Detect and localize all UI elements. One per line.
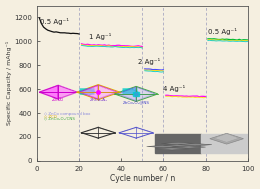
X-axis label: Cycle number / n: Cycle number / n bbox=[110, 174, 175, 184]
Polygon shape bbox=[136, 87, 155, 101]
Bar bbox=[155, 134, 202, 153]
Polygon shape bbox=[172, 146, 206, 148]
Text: 1 Ag⁻¹: 1 Ag⁻¹ bbox=[89, 33, 112, 40]
Polygon shape bbox=[178, 143, 212, 146]
Text: 0.5 Ag⁻¹: 0.5 Ag⁻¹ bbox=[40, 18, 69, 25]
Polygon shape bbox=[58, 85, 77, 99]
Y-axis label: Specific Capacity / mAhg⁻¹: Specific Capacity / mAhg⁻¹ bbox=[5, 41, 11, 125]
Polygon shape bbox=[164, 144, 197, 146]
Text: 4 Ag⁻¹: 4 Ag⁻¹ bbox=[163, 85, 185, 92]
Text: 2 Ag⁻¹: 2 Ag⁻¹ bbox=[138, 58, 160, 65]
Polygon shape bbox=[98, 85, 117, 99]
Bar bbox=[133, 92, 139, 96]
Text: ◇ ZnCo compound box: ◇ ZnCo compound box bbox=[43, 112, 90, 116]
Text: ZnCo₂A₄: ZnCo₂A₄ bbox=[89, 98, 107, 102]
Polygon shape bbox=[161, 142, 195, 145]
Text: ◇ ZCO: ◇ ZCO bbox=[43, 114, 56, 118]
Polygon shape bbox=[39, 85, 58, 99]
Bar bbox=[202, 134, 248, 153]
Polygon shape bbox=[155, 148, 189, 150]
Text: ◇ ZnCo₂O₄/CNS: ◇ ZnCo₂O₄/CNS bbox=[43, 117, 74, 121]
Text: ZnO₂: ZnO₂ bbox=[52, 97, 64, 102]
Polygon shape bbox=[147, 145, 180, 148]
Text: 0.5 Ag⁻¹: 0.5 Ag⁻¹ bbox=[208, 28, 237, 35]
Polygon shape bbox=[210, 133, 243, 144]
Polygon shape bbox=[79, 85, 98, 99]
Polygon shape bbox=[214, 134, 239, 142]
Text: ZnCo₂O₄@NS: ZnCo₂O₄@NS bbox=[123, 100, 150, 104]
Polygon shape bbox=[117, 87, 136, 101]
